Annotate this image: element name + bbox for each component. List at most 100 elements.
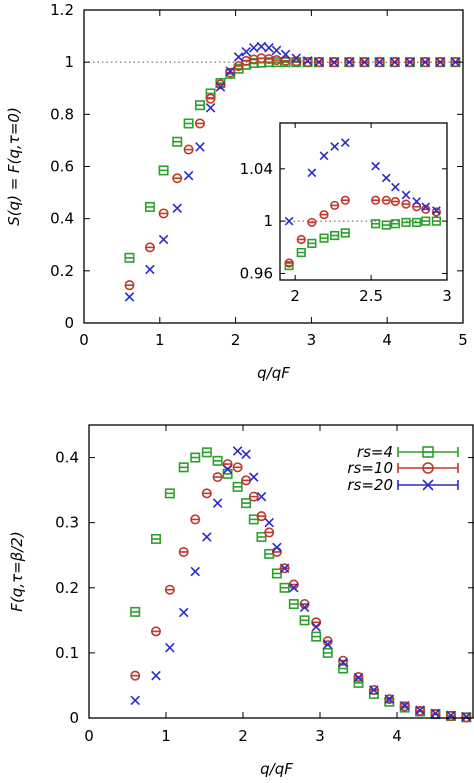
marker-x-b [241, 46, 251, 57]
data-point [201, 488, 212, 499]
data-point [178, 462, 189, 473]
data-point [205, 93, 216, 104]
inset-data-point [340, 195, 350, 205]
series-rs20 [124, 41, 461, 302]
data-point [256, 511, 267, 522]
plot-frame [83, 9, 464, 324]
marker-x-b [314, 57, 324, 67]
marker-x-b [450, 57, 461, 67]
marker-x-b [130, 695, 140, 706]
marker-x-b [215, 82, 226, 92]
inset-data-point [381, 195, 391, 205]
data-point [232, 462, 243, 473]
marker-x-b [381, 173, 391, 183]
data-point [222, 468, 233, 479]
inset-data-point [371, 161, 381, 171]
marker-x-b [422, 479, 434, 491]
data-point [374, 57, 385, 67]
data-point [151, 670, 161, 681]
data-point [172, 173, 183, 184]
marker-x-b [435, 57, 446, 67]
data-point [256, 491, 267, 502]
marker-x-b [420, 57, 430, 67]
data-point [205, 88, 216, 99]
marker-x-b [307, 168, 317, 178]
data-point [190, 566, 201, 577]
inset-data-point [330, 230, 340, 241]
inset-data-point [296, 234, 306, 245]
data-point [415, 705, 425, 715]
inset-data-point [371, 219, 381, 229]
data-point [288, 599, 299, 610]
marker-x-b [330, 142, 340, 151]
data-point [158, 234, 169, 245]
x-tick-label: 4 [382, 331, 392, 349]
marker-x-b [289, 583, 299, 593]
data-point [124, 252, 135, 263]
data-point [279, 582, 290, 593]
inset-data-point [340, 138, 350, 147]
data-point [302, 56, 313, 66]
marker-x-b [399, 700, 410, 711]
x-tick-label: 0 [84, 727, 94, 745]
data-point [130, 670, 141, 681]
data-point [164, 488, 175, 499]
data-point [158, 165, 169, 176]
marker-x-b [430, 708, 441, 719]
x-tick-label: 0 [79, 331, 89, 349]
legend-marker [422, 479, 434, 491]
inset-data-point [307, 238, 317, 248]
inset-data-point [319, 151, 329, 161]
data-point [144, 201, 155, 212]
y-tick-label: 0.3 [55, 514, 79, 532]
data-point [272, 542, 282, 553]
legend-label: rs=4 [357, 443, 393, 461]
marker-x-b [256, 491, 267, 502]
marker-x-b [344, 57, 355, 67]
marker-x-b [178, 607, 189, 618]
marker-x-b [338, 657, 348, 668]
data-point [256, 41, 267, 52]
marker-x-b [165, 642, 175, 653]
data-point [353, 672, 364, 683]
legend-marker [422, 462, 434, 474]
marker-x-b [249, 472, 259, 482]
data-point [322, 647, 333, 658]
inset-data-point [412, 197, 422, 206]
data-point [195, 142, 205, 152]
data-point [178, 607, 189, 618]
inset-data-point [381, 173, 391, 183]
inset-data-point [307, 168, 317, 178]
marker-x-b [302, 56, 313, 66]
y-tick-label: 0.8 [50, 105, 74, 123]
legend-marker [422, 446, 434, 458]
inset-data-point [390, 219, 400, 229]
marker-x-b [279, 563, 290, 574]
inset-x-tick-label: 3 [442, 287, 452, 305]
data-point [299, 602, 310, 613]
x-axis-label: q/qF [260, 760, 293, 778]
y-tick-label: 1.2 [50, 1, 74, 19]
marker-x-b [212, 498, 223, 508]
marker-x-b [291, 53, 302, 64]
y-axis-label: S(q) = F(q,τ=0) [5, 107, 23, 226]
inset-data-point [431, 207, 441, 217]
inset-y-tick-label: 1.04 [240, 160, 273, 178]
marker-x-b [319, 151, 329, 161]
data-point [150, 626, 161, 637]
data-point [405, 57, 415, 67]
marker-x-b [359, 57, 370, 67]
data-point [291, 53, 302, 64]
data-point [164, 584, 175, 595]
data-point [233, 61, 244, 72]
inset-series-rs20 [284, 138, 441, 226]
data-point [264, 527, 275, 538]
data-point [322, 639, 333, 650]
legend-entry: rs=10 [347, 459, 459, 477]
legend-label: rs=20 [347, 476, 393, 494]
data-point [271, 55, 282, 66]
inset-data-point [284, 258, 294, 268]
marker-x-b [249, 43, 259, 53]
data-point [130, 695, 140, 706]
marker-x-b [195, 142, 205, 152]
